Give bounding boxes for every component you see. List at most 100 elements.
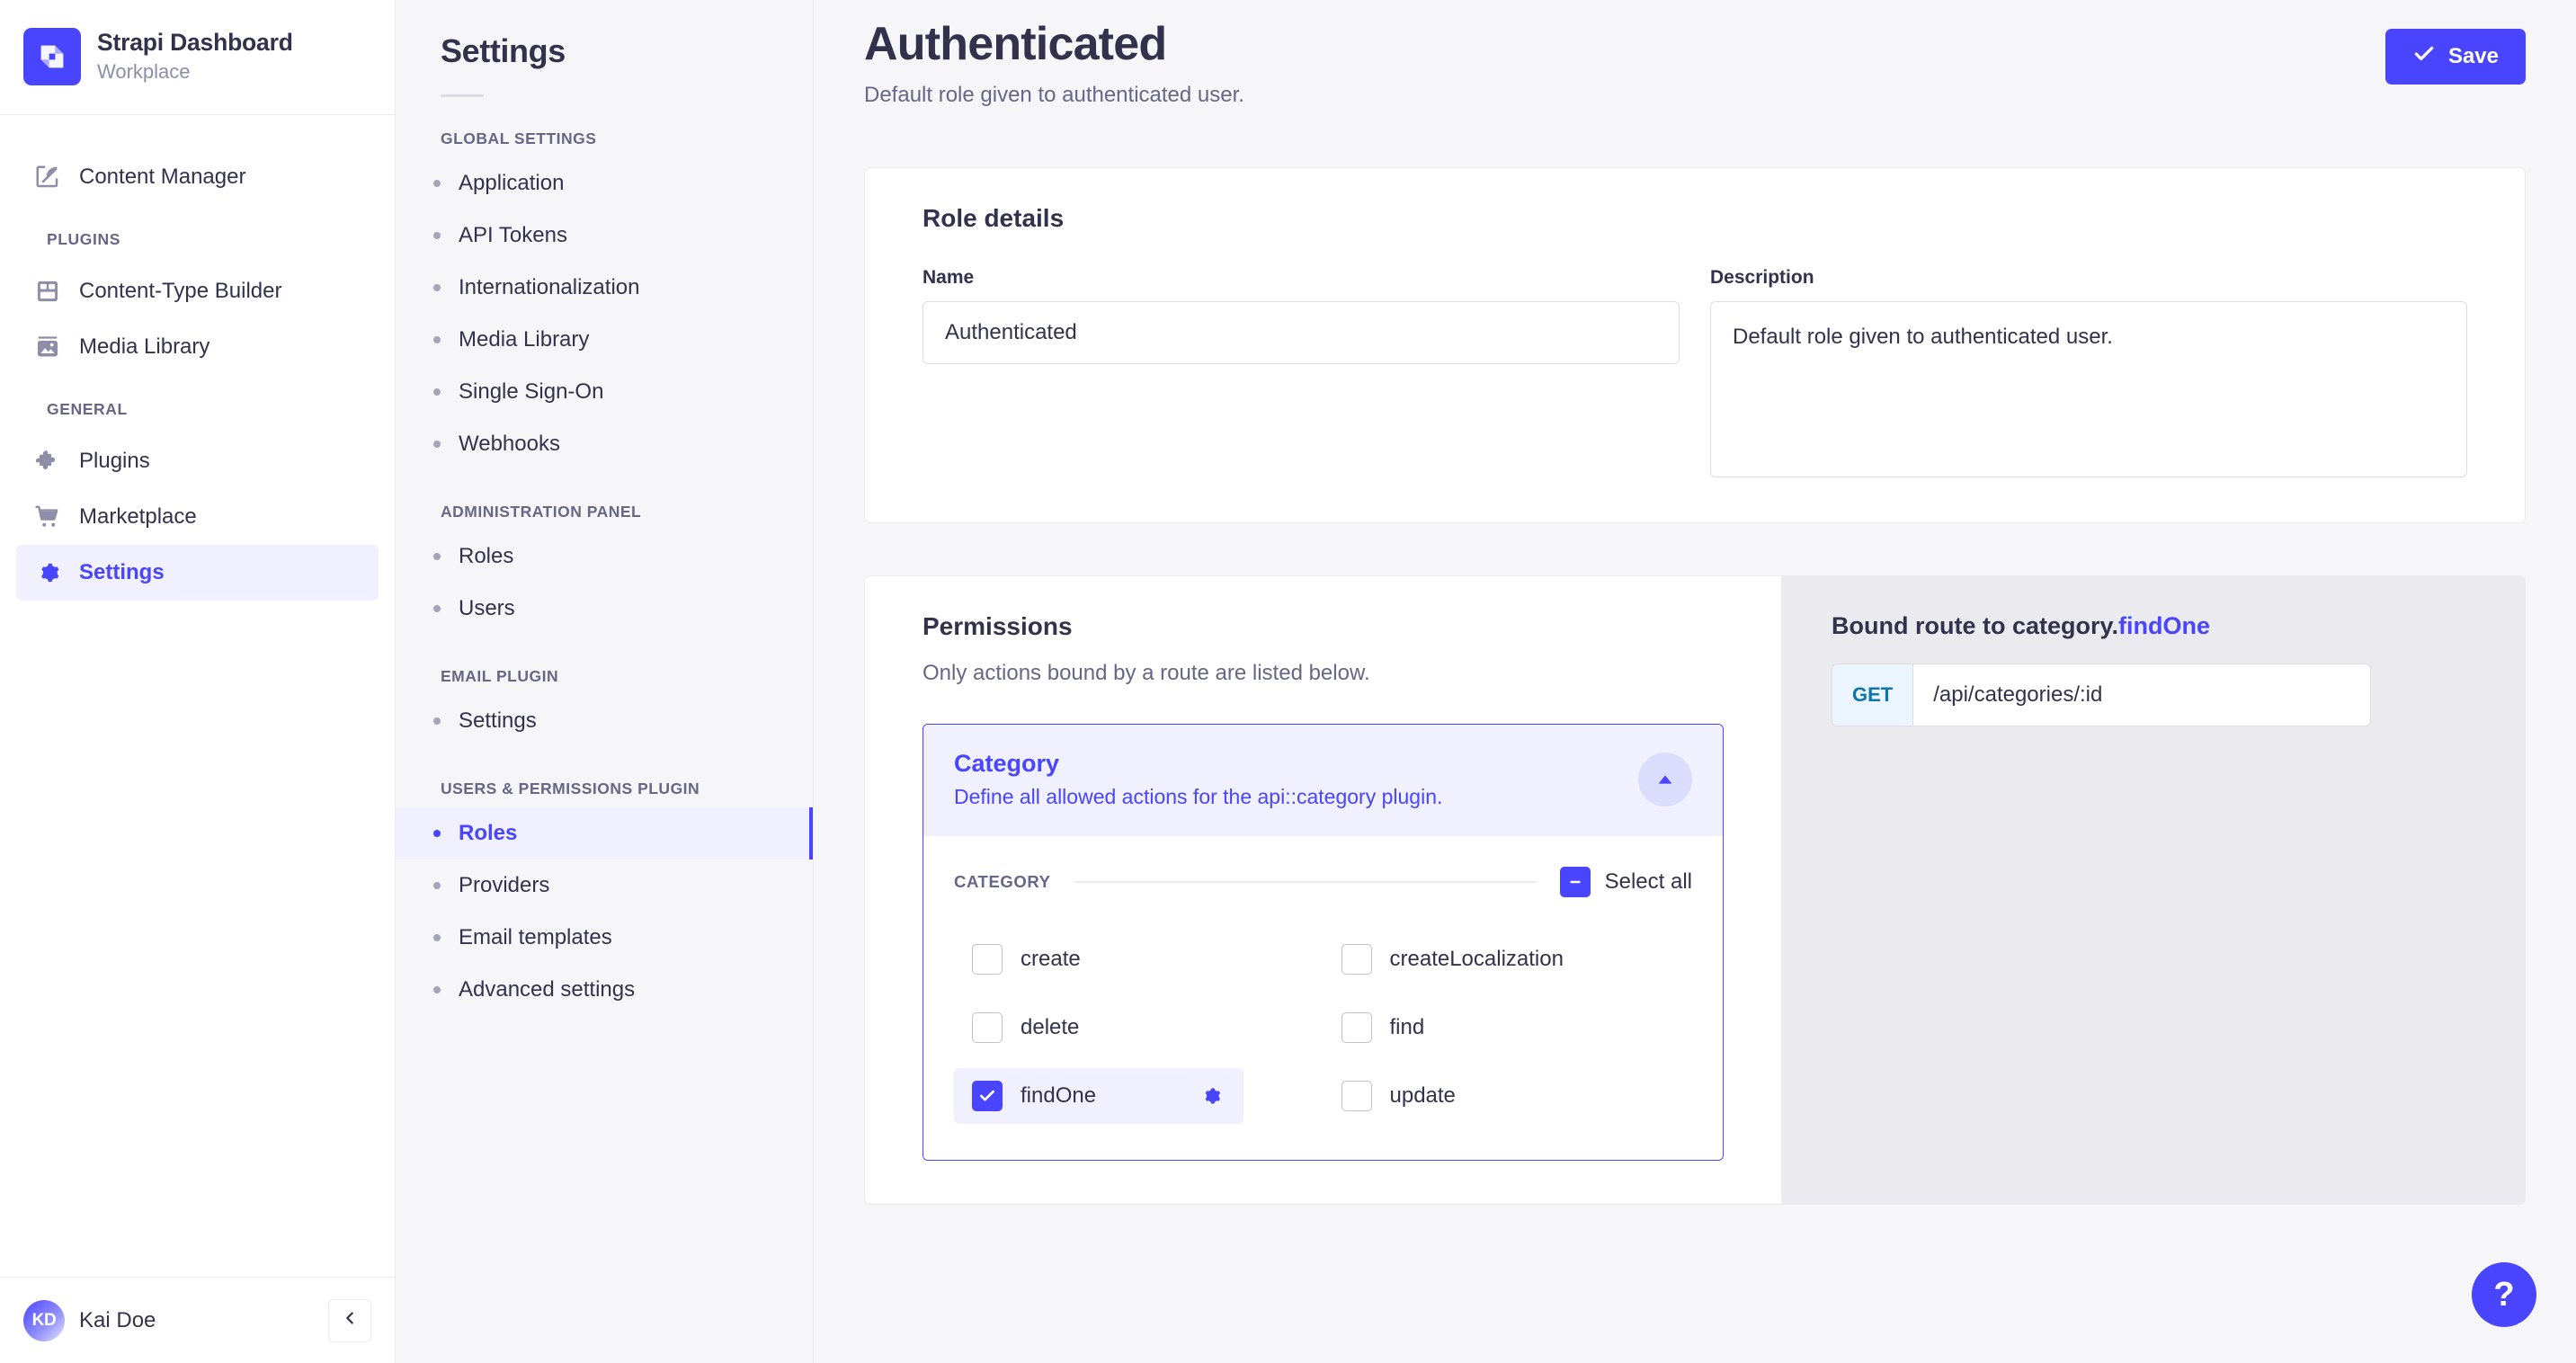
subnav-item-application[interactable]: Application bbox=[396, 157, 813, 209]
subnav-group-label: USERS & PERMISSIONS PLUGIN bbox=[441, 779, 700, 797]
role-details-fields: Name Authenticated Description Default r… bbox=[923, 267, 2467, 477]
bullet-icon bbox=[433, 986, 441, 993]
sidebar-collapse-button[interactable] bbox=[328, 1298, 371, 1342]
brand-subtitle: Workplace bbox=[97, 59, 191, 83]
permission-checkbox[interactable] bbox=[972, 1011, 1003, 1043]
sidebar-item-label: Settings bbox=[79, 560, 165, 584]
main-sidebar: Strapi Dashboard Workplace Content Manag… bbox=[0, 0, 396, 1363]
user-profile[interactable]: KD Kai Doe bbox=[23, 1299, 156, 1341]
permission-settings-gear-icon[interactable] bbox=[1195, 1081, 1226, 1111]
main-content: Authenticated Default role given to auth… bbox=[814, 0, 2576, 1363]
permission-checkbox[interactable] bbox=[1341, 1011, 1372, 1043]
subnav-group-global-settings: GLOBAL SETTINGS Application API Tokens I… bbox=[396, 129, 813, 470]
bullet-icon bbox=[433, 934, 441, 941]
chevron-up-icon[interactable] bbox=[1638, 752, 1692, 806]
category-section-label: CATEGORY bbox=[954, 871, 1051, 891]
subnav-item-internationalization[interactable]: Internationalization bbox=[396, 262, 813, 314]
permission-label: update bbox=[1389, 1082, 1456, 1108]
description-label: Description bbox=[1710, 266, 1814, 288]
sidebar-item-label: Plugins bbox=[79, 449, 150, 473]
category-collapsible-body: CATEGORY Select all bbox=[923, 835, 1723, 1160]
feather-icon bbox=[32, 162, 63, 192]
sidebar-nav: Content Manager PLUGINS Content-Type Bui… bbox=[0, 115, 395, 1277]
subnav-group-label: GLOBAL SETTINGS bbox=[441, 129, 597, 147]
permission-item-find[interactable]: find bbox=[1324, 1000, 1613, 1056]
permission-item-create[interactable]: create bbox=[954, 931, 1243, 987]
subnav-group-label: EMAIL PLUGIN bbox=[441, 667, 559, 685]
permission-item-findOne[interactable]: findOne bbox=[954, 1067, 1243, 1124]
bullet-icon bbox=[433, 882, 441, 889]
sidebar-item-media-library[interactable]: Media Library bbox=[16, 319, 379, 375]
save-button[interactable]: Save bbox=[2384, 29, 2526, 85]
subnav-item-advanced-settings[interactable]: Advanced settings bbox=[396, 964, 813, 1016]
sidebar-item-content-manager[interactable]: Content Manager bbox=[16, 149, 379, 205]
subnav-item-email-settings[interactable]: Settings bbox=[396, 695, 813, 747]
name-input[interactable]: Authenticated bbox=[923, 300, 1680, 364]
permission-item-delete[interactable]: delete bbox=[954, 1000, 1243, 1056]
permission-checkbox[interactable] bbox=[1341, 1080, 1372, 1111]
subnav-item-single-sign-on[interactable]: Single Sign-On bbox=[396, 366, 813, 418]
category-description: Define all allowed actions for the api::… bbox=[954, 784, 1443, 808]
save-button-label: Save bbox=[2447, 44, 2499, 68]
subnav-item-email-templates[interactable]: Email templates bbox=[396, 912, 813, 964]
http-method-badge: GET bbox=[1832, 664, 1914, 726]
description-textarea[interactable]: Default role given to authenticated user… bbox=[1710, 300, 2467, 477]
brand-header[interactable]: Strapi Dashboard Workplace bbox=[0, 0, 395, 115]
bound-route-title-prefix: Bound route to category. bbox=[1832, 611, 2119, 639]
select-all-checkbox[interactable] bbox=[1559, 866, 1591, 897]
avatar: KD bbox=[23, 1299, 65, 1341]
permission-checkbox[interactable] bbox=[972, 943, 1003, 975]
name-field-group: Name Authenticated bbox=[923, 267, 1680, 477]
bullet-icon bbox=[433, 717, 441, 725]
category-collapsible-header[interactable]: Category Define all allowed actions for … bbox=[923, 724, 1723, 836]
sidebar-item-marketplace[interactable]: Marketplace bbox=[16, 489, 379, 545]
permission-item-update[interactable]: update bbox=[1324, 1068, 1613, 1124]
permission-label: find bbox=[1389, 1014, 1425, 1039]
sidebar-footer: KD Kai Doe bbox=[0, 1277, 395, 1363]
sidebar-item-settings[interactable]: Settings bbox=[16, 545, 379, 601]
page-header-text: Authenticated Default role given to auth… bbox=[864, 18, 1244, 108]
subnav-group-users-permissions-plugin: USERS & PERMISSIONS PLUGIN Roles Provide… bbox=[396, 779, 813, 1016]
subnav-group-email-plugin: EMAIL PLUGIN Settings bbox=[396, 667, 813, 747]
route-path-value: /api/categories/:id bbox=[1933, 682, 2103, 707]
page-title: Authenticated bbox=[864, 18, 1167, 70]
sidebar-item-label: Content Manager bbox=[79, 165, 246, 189]
brand-title: Strapi Dashboard bbox=[97, 28, 293, 56]
permission-item-createLocalization[interactable]: createLocalization bbox=[1324, 931, 1613, 987]
subnav-item-label: Roles bbox=[459, 821, 518, 845]
sidebar-item-plugins[interactable]: Plugins bbox=[16, 433, 379, 489]
subnav-item-api-tokens[interactable]: API Tokens bbox=[396, 209, 813, 262]
subnav-item-label: Application bbox=[459, 171, 565, 195]
subnav-item-admin-users[interactable]: Users bbox=[396, 583, 813, 635]
permission-checkbox[interactable] bbox=[1341, 943, 1372, 975]
chevron-left-icon bbox=[340, 1308, 360, 1332]
sidebar-item-label: Content-Type Builder bbox=[79, 279, 282, 303]
subnav-item-label: Users bbox=[459, 596, 515, 620]
bullet-icon bbox=[433, 553, 441, 560]
image-icon bbox=[32, 332, 63, 362]
subnav-item-providers[interactable]: Providers bbox=[396, 860, 813, 912]
bullet-icon bbox=[433, 605, 441, 612]
name-label: Name bbox=[923, 266, 975, 288]
permission-label: createLocalization bbox=[1389, 946, 1564, 971]
subnav-item-roles[interactable]: Roles bbox=[396, 807, 813, 860]
bullet-icon bbox=[433, 336, 441, 343]
bullet-icon bbox=[433, 441, 441, 448]
page-header: Authenticated Default role given to auth… bbox=[814, 0, 2576, 108]
subnav-item-media-library[interactable]: Media Library bbox=[396, 314, 813, 366]
bound-route-title: Bound route to category.findOne bbox=[1832, 612, 2525, 640]
subnav-group-administration-panel: ADMINISTRATION PANEL Roles Users bbox=[396, 503, 813, 635]
sidebar-item-label: Marketplace bbox=[79, 504, 197, 529]
subnav-item-admin-roles[interactable]: Roles bbox=[396, 530, 813, 583]
select-all-control[interactable]: Select all bbox=[1559, 866, 1692, 897]
permission-checkbox[interactable] bbox=[972, 1080, 1003, 1111]
help-button[interactable]: ? bbox=[2472, 1262, 2536, 1327]
subnav-item-webhooks[interactable]: Webhooks bbox=[396, 418, 813, 470]
bound-route-field[interactable]: GET /api/categories/:id bbox=[1832, 663, 2371, 726]
user-name: Kai Doe bbox=[79, 1307, 156, 1332]
permissions-section: Permissions Only actions bound by a rout… bbox=[864, 575, 2526, 1205]
category-name: Category bbox=[954, 749, 1060, 777]
description-field-group: Description Default role given to authen… bbox=[1710, 267, 2467, 477]
sidebar-item-content-type-builder[interactable]: Content-Type Builder bbox=[16, 263, 379, 319]
